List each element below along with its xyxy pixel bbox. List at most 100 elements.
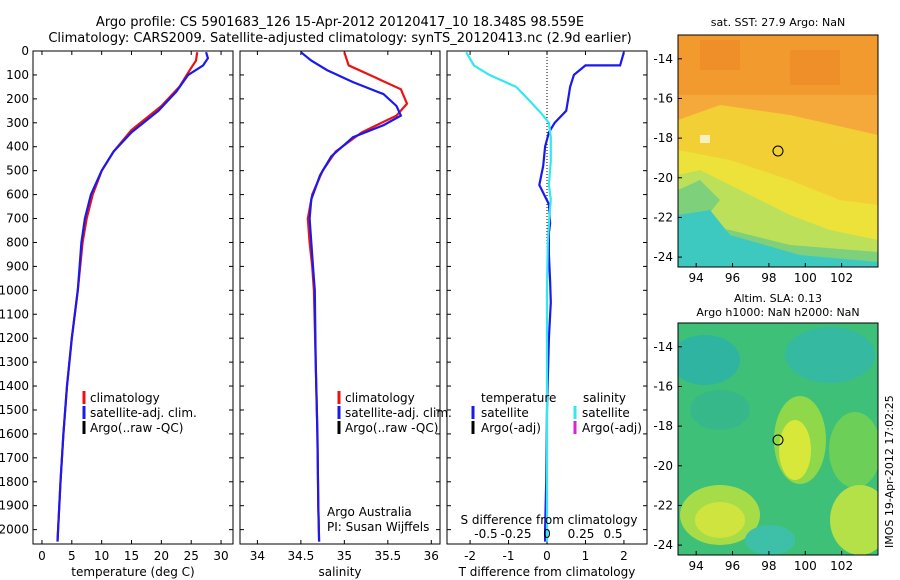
- legend-label-temperature-argo: Argo(-adj): [481, 421, 541, 435]
- x-tick-label: 0: [543, 549, 551, 563]
- y-tick-label: -24: [653, 538, 673, 552]
- legend-label-salinity-argo: Argo(-adj): [582, 421, 642, 435]
- y-tick-label: -14: [653, 340, 673, 354]
- y-tick-label: 900: [6, 259, 29, 273]
- x-tick-label: 100: [794, 271, 817, 285]
- salinity-panel: 34 34.5 35 35.5 36 salinity climatology sate…: [239, 50, 452, 579]
- salinity-x-ticks: 34 34.5 35 35.5 36: [250, 51, 439, 563]
- x-tick-label: 2: [620, 549, 628, 563]
- sla-map-y-ticks: -14 -16 -18 -20 -22 -24: [653, 340, 682, 552]
- x-tick-label: 20: [154, 549, 169, 563]
- y-tick-label: 1800: [0, 475, 29, 489]
- y-tick-label: -20: [653, 459, 673, 473]
- salinity-y-ticks: [240, 50, 440, 531]
- sst-map-title: sat. SST: 27.9 Argo: NaN: [711, 16, 845, 29]
- x-tick-label: 35.5: [374, 549, 401, 563]
- sst-map-panel: sat. SST: 27.9 Argo: NaN -14 -16 -18 -20 -22…: [653, 16, 879, 285]
- salinity-plot-frame: [239, 50, 441, 545]
- y-tick-label: -18: [653, 131, 673, 145]
- y-tick-label: -16: [653, 379, 673, 393]
- s-tick-label: 0.25: [568, 527, 595, 541]
- y-tick-label: -24: [653, 250, 673, 264]
- x-tick-label: 35: [337, 549, 352, 563]
- y-tick-label: -18: [653, 419, 673, 433]
- sla-heatmap: [678, 323, 878, 555]
- figure-title-line2: Climatology: CARS2009. Satellite-adjuste…: [48, 31, 631, 46]
- sst-map-frame: [677, 34, 879, 268]
- difference-y-ticks: [447, 50, 647, 531]
- x-tick-label: 94: [689, 559, 704, 573]
- legend-label-salinity-satellite: satellite: [582, 406, 630, 420]
- s-tick-label: 0: [543, 527, 551, 541]
- y-tick-label: 1700: [0, 451, 29, 465]
- sla-map-x-ticks: 94 96 98 100 102: [689, 551, 853, 573]
- y-tick-label: 1100: [0, 307, 29, 321]
- sla-map-title-line2: Argo h1000: NaN h2000: NaN: [696, 306, 859, 319]
- y-tick-label: 1300: [0, 355, 29, 369]
- sst-map-x-ticks: 94 96 98 100 102: [689, 263, 853, 285]
- temperature-y-ticks: 0 100 200 300 400 500 600 700 800 900 1000 1100 1200…: [0, 44, 233, 537]
- x-tick-label: 15: [124, 549, 139, 563]
- difference-x-label: T difference from climatology: [458, 565, 636, 579]
- x-tick-label: 34.5: [288, 549, 315, 563]
- y-tick-label: 500: [6, 164, 29, 178]
- legend-label-argo: Argo(..raw -QC): [90, 421, 183, 435]
- x-tick-label: 102: [830, 559, 853, 573]
- y-tick-label: 1400: [0, 379, 29, 393]
- x-tick-label: 102: [830, 271, 853, 285]
- x-tick-label: 1: [582, 549, 590, 563]
- legend-header-salinity: salinity: [583, 391, 626, 405]
- series-line-satellite-adj-clim-: [56, 51, 210, 542]
- sst-heatmap: [678, 35, 878, 267]
- series-line-climatology: [306, 51, 409, 542]
- difference-legend: temperature salinity satellite Argo(-adj…: [471, 391, 642, 435]
- x-tick-label: 36: [424, 549, 439, 563]
- x-tick-label: -2: [464, 549, 476, 563]
- x-tick-label: 5: [68, 549, 76, 563]
- difference-top-label: S difference from climatology: [461, 513, 638, 527]
- y-tick-label: -20: [653, 171, 673, 185]
- salinity-series: [300, 51, 409, 542]
- x-tick-label: 98: [761, 559, 776, 573]
- x-tick-label: 30: [213, 549, 228, 563]
- x-tick-label: 96: [725, 559, 740, 573]
- series-line-temperature-satellite: [538, 51, 625, 542]
- y-tick-label: 400: [6, 140, 29, 154]
- sla-map-panel: Altim. SLA: 0.13 Argo h1000: NaN h2000: …: [653, 292, 879, 573]
- y-tick-label: 800: [6, 235, 29, 249]
- sst-map-y-ticks: -14 -16 -18 -20 -22 -24: [653, 52, 682, 264]
- y-tick-label: 1500: [0, 403, 29, 417]
- s-tick-label: 0.5: [603, 527, 622, 541]
- y-tick-label: 600: [6, 188, 29, 202]
- salinity-x-label: salinity: [318, 565, 361, 579]
- y-tick-label: -16: [653, 91, 673, 105]
- series-line-climatology: [56, 52, 199, 542]
- salinity-annotation-line2: PI: Susan Wijffels: [327, 520, 429, 534]
- x-tick-label: 34: [250, 549, 265, 563]
- series-line-salinity-satellite: [465, 51, 552, 542]
- s-tick-label: -0.25: [500, 527, 531, 541]
- temperature-x-ticks: 0 5 10 15 20 25 30: [38, 51, 229, 563]
- x-tick-label: 100: [794, 559, 817, 573]
- legend-header-temperature: temperature: [481, 391, 556, 405]
- sla-map-float-marker: [772, 434, 784, 446]
- temperature-x-label: temperature (deg C): [71, 565, 194, 579]
- difference-top-ticks: -0.5 -0.25 0 0.25 0.5: [474, 527, 622, 541]
- figure-title-line1: Argo profile: CS 5901683_126 15-Apr-2012…: [96, 15, 584, 30]
- y-tick-label: 1900: [0, 499, 29, 513]
- x-tick-label: -1: [503, 549, 515, 563]
- legend-label-climatology: climatology: [90, 391, 160, 405]
- y-tick-label: 300: [6, 116, 29, 130]
- legend-label-temperature-satellite: satellite: [481, 406, 529, 420]
- y-tick-label: 1200: [0, 331, 29, 345]
- salinity-legend: climatology satellite-adj. clim. Argo(..…: [337, 391, 452, 435]
- y-tick-label: 700: [6, 212, 29, 226]
- y-tick-label: -22: [653, 498, 673, 512]
- y-tick-label: 1600: [0, 427, 29, 441]
- legend-label-climatology: climatology: [345, 391, 415, 405]
- legend-label-satellite: satellite-adj. clim.: [345, 406, 452, 420]
- series-line-satellite-adj-clim-: [300, 51, 403, 542]
- y-tick-label: -22: [653, 210, 673, 224]
- x-tick-label: 98: [761, 271, 776, 285]
- temperature-series: [56, 51, 210, 542]
